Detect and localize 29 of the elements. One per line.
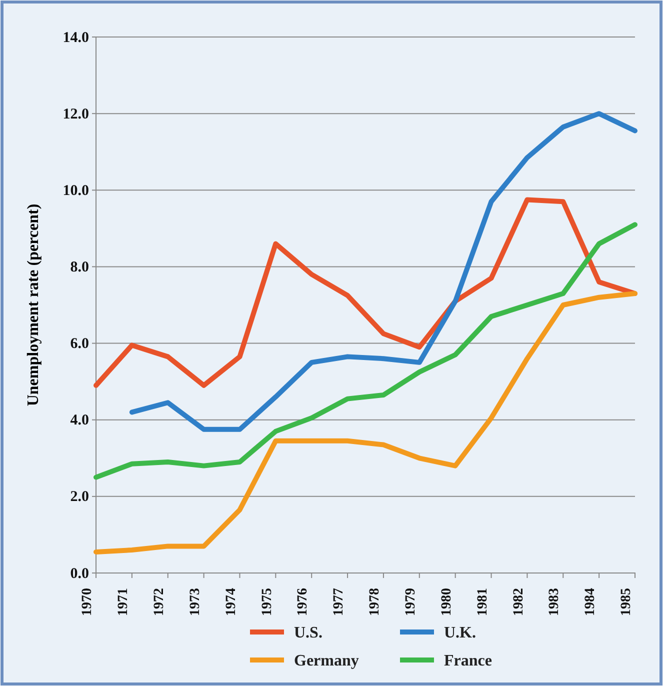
y-tick-label: 2.0 [70,489,89,506]
y-tick-label: 12.0 [62,106,89,122]
x-tick-label: 1970 [80,588,96,616]
y-tick-label: 4.0 [70,412,89,429]
legend-label: U.S. [294,624,322,642]
x-tick-label: 1972 [152,588,167,616]
legend-label: U.K. [444,624,476,642]
x-tick-label: 1977 [332,588,347,616]
x-tick-label: 1979 [404,588,418,616]
legend-label: France [444,652,492,670]
x-tick-label: 1985 [619,588,634,616]
x-tick-label: 1976 [296,588,311,616]
x-tick-label: 1982 [511,588,526,616]
y-tick-label: 14.0 [62,30,89,46]
x-tick-label: 1973 [188,588,203,616]
x-tick-label: 1975 [260,588,275,616]
x-tick-label: 1978 [368,588,383,616]
x-tick-label: 1980 [439,588,454,616]
x-tick-label: 1983 [547,588,562,616]
y-tick-label: 10.0 [62,182,89,199]
y-tick-label: 6.0 [70,336,89,352]
x-tick-label: 1981 [475,588,490,616]
y-tick-label: 8.0 [70,260,89,276]
y-axis-title: Unemployment rate (percent) [25,204,42,406]
x-tick-label: 1974 [224,588,239,616]
y-tick-label: 0.0 [70,566,89,582]
legend-label: Germany [294,652,359,670]
x-tick-label: 1984 [583,588,598,616]
x-tick-label: 1971 [116,588,132,616]
